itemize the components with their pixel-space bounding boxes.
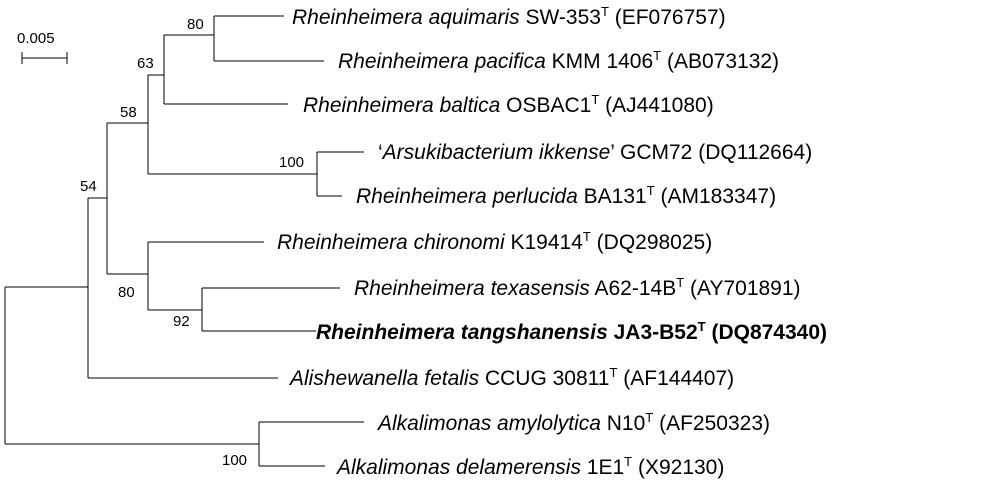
- taxon-labels: Rheinheimera aquimaris SW-353T (EF076757…: [277, 4, 827, 479]
- taxon-label-delamerensis: Alkalimonas delamerensis 1E1T (X92130): [335, 454, 724, 479]
- bootstrap-label: 80: [187, 16, 204, 33]
- taxon-label-texasensis: Rheinheimera texasensis A62-14BT (AY7018…: [354, 275, 801, 300]
- taxon-label-chironomi: Rheinheimera chironomi K19414T (DQ298025…: [277, 229, 712, 254]
- taxon-label-amylolytica: Alkalimonas amylolytica N10T (AF250323): [376, 410, 770, 435]
- bootstrap-label: 54: [80, 178, 97, 195]
- bootstrap-values: 80 63 58 100 54 80 92 100: [80, 16, 304, 469]
- taxon-label-perlucida: Rheinheimera perlucida BA131T (AM183347): [356, 183, 776, 208]
- taxon-label-arsukibacterium: ‘Arsukibacterium ikkense’ GCM72 (DQ11266…: [378, 141, 812, 164]
- scale-bar-label: 0.005: [17, 30, 55, 47]
- taxon-label-aquimaris: Rheinheimera aquimaris SW-353T (EF076757…: [292, 4, 726, 29]
- taxon-label-pacifica: Rheinheimera pacifica KMM 1406T (AB07313…: [338, 48, 779, 73]
- bootstrap-label: 63: [137, 55, 154, 72]
- taxon-label-tangshanensis: Rheinheimera tangshanensis JA3-B52T (DQ8…: [316, 319, 827, 344]
- bootstrap-label: 100: [279, 154, 304, 171]
- bootstrap-label: 80: [118, 284, 135, 301]
- bootstrap-label: 58: [120, 104, 137, 121]
- bootstrap-label: 100: [222, 452, 247, 469]
- tree-branches: [4, 15, 364, 467]
- bootstrap-label: 92: [173, 313, 190, 330]
- taxon-label-baltica: Rheinheimera baltica OSBAC1T (AJ441080): [303, 92, 714, 117]
- taxon-label-alishewanella: Alishewanella fetalis CCUG 30811T (AF144…: [288, 365, 734, 390]
- scale-bar: 0.005: [17, 30, 68, 64]
